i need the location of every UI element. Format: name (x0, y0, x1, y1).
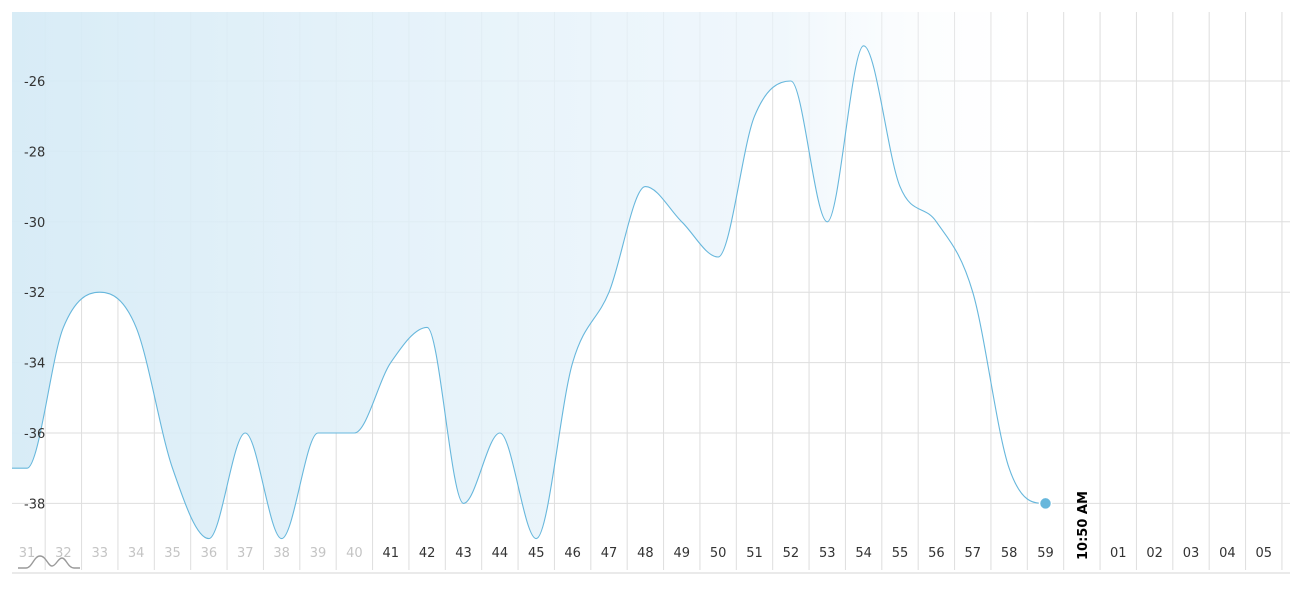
y-axis: -26 -28 -30 -32 -34 -36 -38 (24, 75, 45, 512)
x-tick-label: 42 (419, 546, 436, 561)
y-tick-label: -30 (24, 216, 45, 231)
x-tick-label: 04 (1219, 546, 1236, 561)
x-axis: 31 32 33 34 35 36 37 38 39 40 41 42 43 44 45 46 47 48 49 50… (19, 491, 1272, 561)
x-tick-label: 35 (164, 546, 181, 561)
x-tick-label: 05 (1255, 546, 1272, 561)
x-tick-label: 03 (1183, 546, 1200, 561)
x-tick-label: 01 (1110, 546, 1127, 561)
x-tick-label: 51 (746, 546, 763, 561)
x-tick-label: 48 (637, 546, 654, 561)
y-tick-label: -26 (24, 75, 45, 90)
x-tick-label: 43 (455, 546, 472, 561)
x-tick-label: 40 (346, 546, 363, 561)
x-tick-label: 58 (1001, 546, 1018, 561)
x-tick-label: 44 (492, 546, 509, 561)
y-tick-label: -36 (24, 427, 45, 442)
x-marker-label: 10:50 AM (1076, 491, 1091, 560)
x-tick-label: 45 (528, 546, 545, 561)
x-tick-label: 31 (19, 546, 36, 561)
x-tick-label: 37 (237, 546, 254, 561)
x-tick-label: 50 (710, 546, 727, 561)
x-tick-label: 59 (1037, 546, 1054, 561)
y-tick-label: -34 (24, 357, 45, 372)
x-tick-label: 32 (55, 546, 72, 561)
series-area-fill (12, 12, 1046, 539)
x-tick-label: 46 (564, 546, 581, 561)
x-tick-label: 52 (783, 546, 800, 561)
x-tick-label: 02 (1146, 546, 1163, 561)
y-tick-label: -28 (24, 145, 45, 160)
scrollbar[interactable] (18, 555, 80, 569)
x-tick-label: 36 (201, 546, 218, 561)
series-line (12, 45, 1046, 540)
x-tick-label: 49 (673, 546, 690, 561)
x-tick-label: 41 (382, 546, 399, 561)
x-tick-label: 39 (310, 546, 327, 561)
x-tick-label: 53 (819, 546, 836, 561)
x-tick-label: 47 (601, 546, 618, 561)
last-value-bullet[interactable] (1038, 496, 1053, 511)
y-tick-label: -38 (24, 497, 45, 512)
x-tick-label: 57 (964, 546, 981, 561)
plot-area (12, 12, 1053, 540)
x-tick-label: 54 (855, 546, 872, 561)
y-tick-label: -32 (24, 286, 45, 301)
x-tick-label: 56 (928, 546, 945, 561)
x-tick-label: 38 (273, 546, 290, 561)
scrollbar-preview-icon[interactable] (18, 555, 80, 569)
x-tick-label: 55 (892, 546, 909, 561)
x-tick-label: 33 (91, 546, 108, 561)
x-tick-label: 34 (128, 546, 145, 561)
